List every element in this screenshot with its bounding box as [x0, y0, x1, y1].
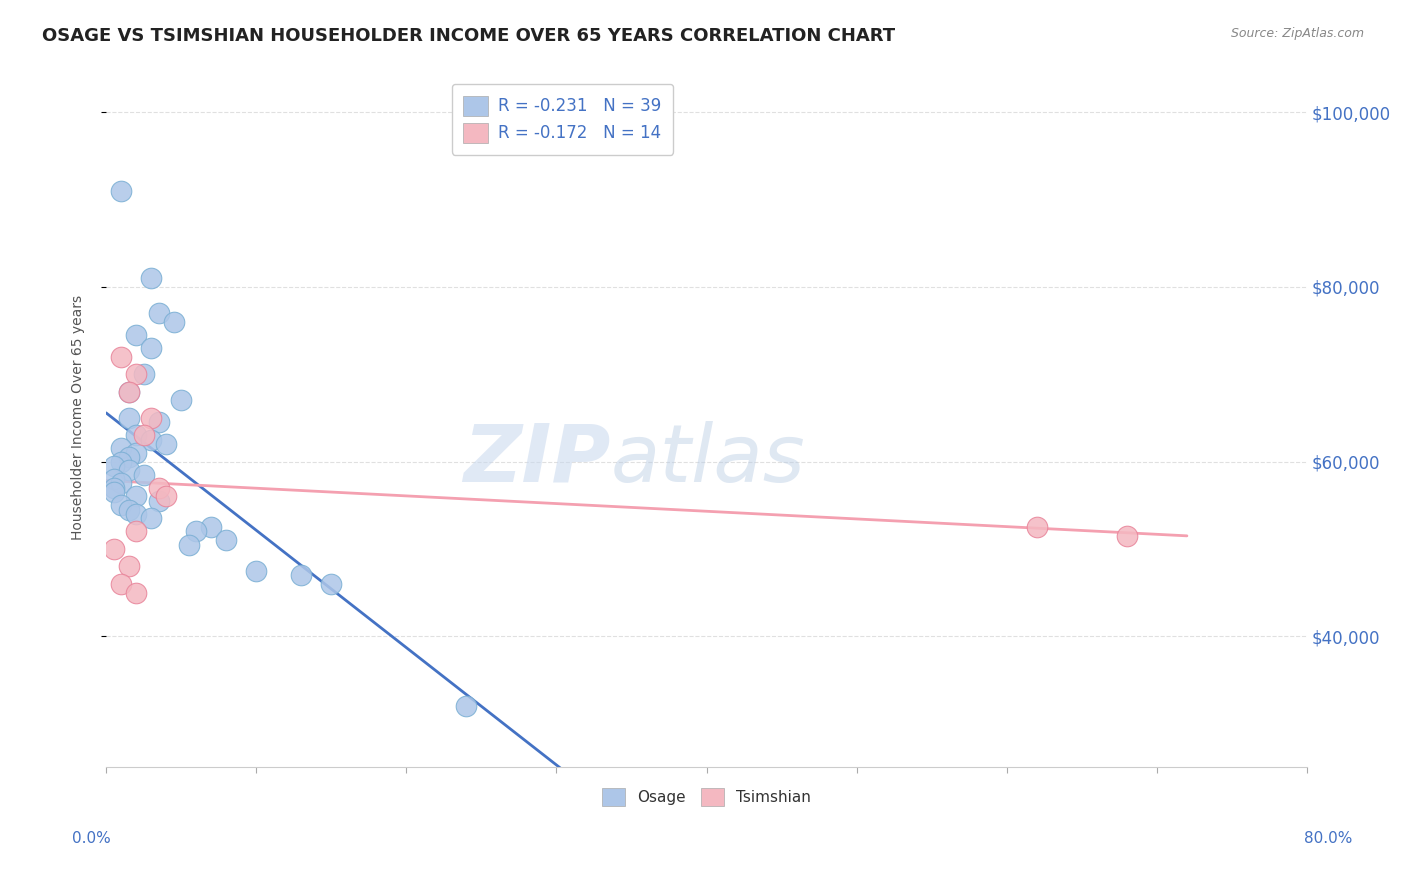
Point: [148, 481, 170, 495]
Y-axis label: Householder Income Over 65 years: Householder Income Over 65 years: [72, 295, 86, 541]
Point: [1025, 520, 1047, 534]
Text: 0.0%: 0.0%: [72, 831, 111, 846]
Point: [125, 524, 148, 539]
Point: [170, 393, 193, 408]
Point: [125, 507, 148, 521]
Point: [110, 454, 132, 468]
Point: [117, 384, 139, 399]
Point: [125, 446, 148, 460]
Point: [125, 585, 148, 599]
Point: [215, 533, 238, 548]
Point: [245, 564, 267, 578]
Legend: Osage, Tsimshian: Osage, Tsimshian: [593, 779, 820, 815]
Point: [132, 428, 155, 442]
Point: [290, 568, 312, 582]
Point: [125, 490, 148, 504]
Point: [117, 384, 139, 399]
Point: [117, 463, 139, 477]
Text: 80.0%: 80.0%: [1305, 831, 1353, 846]
Point: [162, 315, 184, 329]
Point: [117, 410, 139, 425]
Point: [103, 485, 125, 500]
Point: [155, 437, 177, 451]
Point: [148, 494, 170, 508]
Point: [110, 498, 132, 512]
Point: [321, 577, 343, 591]
Point: [139, 433, 162, 447]
Point: [103, 481, 125, 495]
Text: atlas: atlas: [610, 421, 806, 499]
Point: [148, 415, 170, 429]
Point: [110, 577, 132, 591]
Point: [103, 541, 125, 556]
Text: Source: ZipAtlas.com: Source: ZipAtlas.com: [1230, 27, 1364, 40]
Point: [125, 327, 148, 342]
Point: [132, 368, 155, 382]
Point: [110, 350, 132, 364]
Point: [1115, 529, 1137, 543]
Text: OSAGE VS TSIMSHIAN HOUSEHOLDER INCOME OVER 65 YEARS CORRELATION CHART: OSAGE VS TSIMSHIAN HOUSEHOLDER INCOME OV…: [42, 27, 896, 45]
Point: [177, 537, 200, 551]
Point: [103, 458, 125, 473]
Point: [110, 476, 132, 491]
Point: [186, 524, 208, 539]
Point: [148, 306, 170, 320]
Point: [125, 368, 148, 382]
Text: ZIP: ZIP: [463, 421, 610, 499]
Point: [139, 271, 162, 285]
Point: [139, 341, 162, 355]
Point: [139, 511, 162, 525]
Point: [200, 520, 222, 534]
Point: [132, 467, 155, 482]
Point: [139, 410, 162, 425]
Point: [110, 184, 132, 198]
Point: [117, 502, 139, 516]
Point: [155, 490, 177, 504]
Point: [103, 472, 125, 486]
Point: [117, 559, 139, 574]
Point: [110, 442, 132, 456]
Point: [117, 450, 139, 465]
Point: [456, 699, 478, 714]
Point: [125, 428, 148, 442]
